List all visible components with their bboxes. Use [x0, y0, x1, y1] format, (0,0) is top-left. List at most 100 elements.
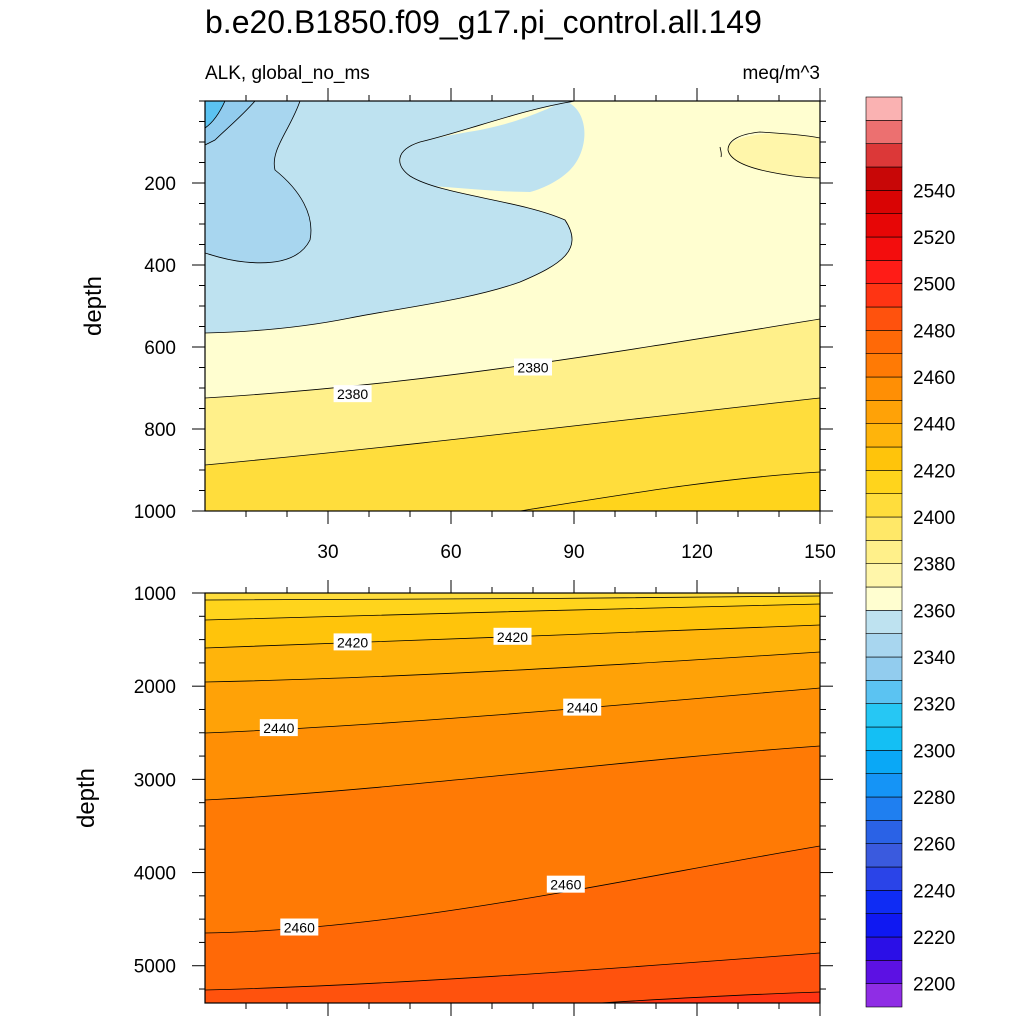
fill-2330-2340 [205, 101, 225, 128]
colorbar-swatch [865, 376, 903, 401]
colorbar-label: 2480 [913, 321, 955, 342]
fill-2420-2430 [520, 472, 820, 511]
colorbar-swatch [865, 960, 903, 984]
colorbar-swatch [865, 540, 903, 564]
colorbar-label: 2520 [913, 228, 955, 249]
x-tick-label: 150 [804, 542, 836, 563]
contour-label-bg [333, 633, 372, 651]
colorbar-swatch [865, 96, 903, 121]
units-subtitle: meq/m^3 [742, 63, 820, 84]
y-tick-label: 3000 [134, 770, 176, 791]
colorbar-label: 2500 [913, 275, 955, 296]
colorbar-label: 2260 [913, 835, 955, 856]
contour-label-bg [514, 358, 552, 376]
contour-label-text: 2460 [550, 877, 581, 893]
colorbar-swatch [865, 283, 903, 308]
contour-label-bg [493, 627, 532, 645]
colorbar-swatch [865, 610, 903, 634]
colorbar-swatch [865, 260, 903, 284]
y-tick-label: 200 [144, 174, 176, 195]
colorbar-label: 2340 [913, 648, 955, 669]
contour-label-bg [333, 385, 372, 403]
colorbar-label: 2460 [913, 368, 955, 389]
colorbar-swatch [865, 493, 903, 518]
contour-label-text: 2420 [497, 629, 528, 645]
contour-label: 2460 [280, 918, 319, 936]
chart-title: b.e20.B1850.f09_g17.pi_control.all.149 [205, 4, 762, 40]
bottom-y-axis-title: depth [73, 768, 100, 828]
x-tick-label: 30 [317, 542, 338, 563]
x-tick-label: 120 [681, 542, 713, 563]
y-tick-label: 1000 [134, 584, 176, 605]
colorbar-label: 2300 [913, 741, 955, 762]
colorbar-swatch [865, 750, 903, 774]
colorbar-swatch [865, 983, 903, 1008]
contour-label-text: 2420 [337, 634, 368, 650]
colorbar-label: 2320 [913, 695, 955, 716]
fill-2460-2470-deep [205, 846, 820, 990]
colorbar-label: 2220 [913, 928, 955, 949]
colorbar-label: 2440 [913, 415, 955, 436]
y-tick-label: 1000 [134, 502, 176, 523]
colorbar-swatch [865, 843, 903, 868]
colorbar-swatch [865, 890, 903, 914]
x-tick-label: 90 [563, 542, 584, 563]
x-tick-label: 60 [440, 542, 461, 563]
contour-label-bg [259, 719, 298, 737]
top-y-axis: 200 400 600 800 1000 [134, 100, 833, 523]
contour-label-text: 2460 [284, 920, 315, 936]
fill-2360-2370-blob [205, 101, 585, 192]
bottom-contour-labels: 2420 2420 2440 2440 2460 2460 [259, 627, 602, 936]
contour-label-text: 2440 [263, 720, 294, 736]
top-y-axis-title: depth [80, 276, 107, 336]
contour-label: 2460 [546, 875, 585, 893]
top-contour-lines [205, 101, 820, 511]
y-tick-label: 2000 [134, 677, 176, 698]
colorbar-swatch [865, 400, 903, 424]
colorbar-swatch [865, 306, 903, 331]
fill-2360-2370 [205, 101, 575, 333]
colorbar-swatch [865, 166, 903, 191]
bottom-y-axis: 1000 2000 3000 4000 5000 [134, 584, 833, 990]
colorbar-swatch [865, 633, 903, 658]
colorbar-swatch [865, 120, 903, 144]
colorbar-swatch [865, 820, 903, 844]
y-tick-label: 600 [144, 338, 176, 359]
top-x-axis: 30 60 90 120 150 [245, 88, 836, 563]
y-tick-label: 4000 [134, 864, 176, 885]
contour-label: 2380 [333, 385, 372, 403]
colorbar-swatch [865, 773, 903, 798]
contour-label: 2420 [493, 627, 532, 645]
colorbar-swatch [865, 656, 903, 681]
y-tick-label: 400 [144, 256, 176, 277]
contour-label-bg [546, 875, 585, 893]
colorbar-label: 2420 [913, 461, 955, 482]
fill-2410-2420 [205, 398, 820, 511]
colorbar-swatch [865, 866, 903, 891]
colorbar-label: 2400 [913, 508, 955, 529]
colorbar-label: 2200 [913, 975, 955, 996]
colorbar-swatch [865, 330, 903, 354]
colorbar-swatch [865, 516, 903, 541]
colorbar-swatch [865, 796, 903, 821]
colorbar-swatch [865, 680, 903, 704]
colorbar-swatch [865, 190, 903, 214]
fill-2480-2490 [600, 992, 820, 1003]
colorbar-swatch [865, 726, 903, 751]
colorbar-label: 2240 [913, 881, 955, 902]
colorbar-swatch [865, 236, 903, 261]
contour-label-text: 2440 [567, 700, 598, 716]
contour-label: 2440 [563, 698, 602, 716]
fill-2350-2360 [205, 101, 311, 263]
y-tick-label: 5000 [134, 957, 176, 978]
colorbar-swatch [865, 213, 903, 238]
colorbar-label: 2540 [913, 181, 955, 202]
contour-label-bg [280, 918, 319, 936]
top-contour-labels: 2380 2380 [333, 358, 552, 403]
contour-label-text: 2380 [517, 360, 548, 376]
contour-label-text: 2380 [337, 386, 368, 402]
colorbar-swatch [865, 703, 903, 728]
colorbar-swatch [865, 143, 903, 168]
contour-label-bg [563, 698, 602, 716]
